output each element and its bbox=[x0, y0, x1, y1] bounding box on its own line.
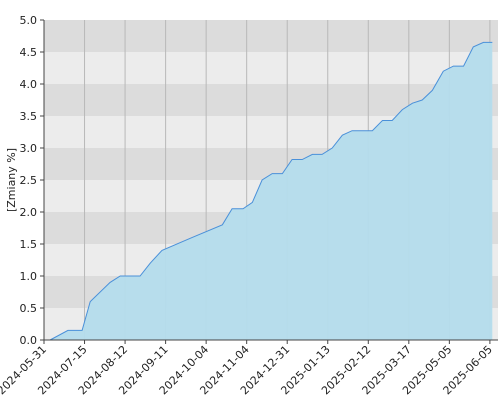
line bbox=[49, 41, 493, 341]
y-tick-label: 1.0 bbox=[20, 270, 38, 283]
y-tick-label: 2.0 bbox=[20, 206, 38, 219]
y-tick-label: 0.0 bbox=[20, 334, 38, 347]
y-tick-label: 1.5 bbox=[20, 238, 38, 251]
area bbox=[50, 42, 493, 341]
y-tick-label: 3.0 bbox=[20, 142, 38, 155]
y-axis-label: [Zmiany %] bbox=[5, 148, 18, 212]
band bbox=[44, 52, 498, 84]
y-tick-label: 5.0 bbox=[20, 14, 38, 27]
y-tick-label: 3.5 bbox=[20, 110, 38, 123]
y-tick-label: 0.5 bbox=[20, 302, 38, 315]
y-tick-label: 4.5 bbox=[20, 46, 38, 59]
band bbox=[44, 20, 498, 52]
y-tick-label: 2.5 bbox=[20, 174, 38, 187]
y-tick-label: 4.0 bbox=[20, 78, 38, 91]
